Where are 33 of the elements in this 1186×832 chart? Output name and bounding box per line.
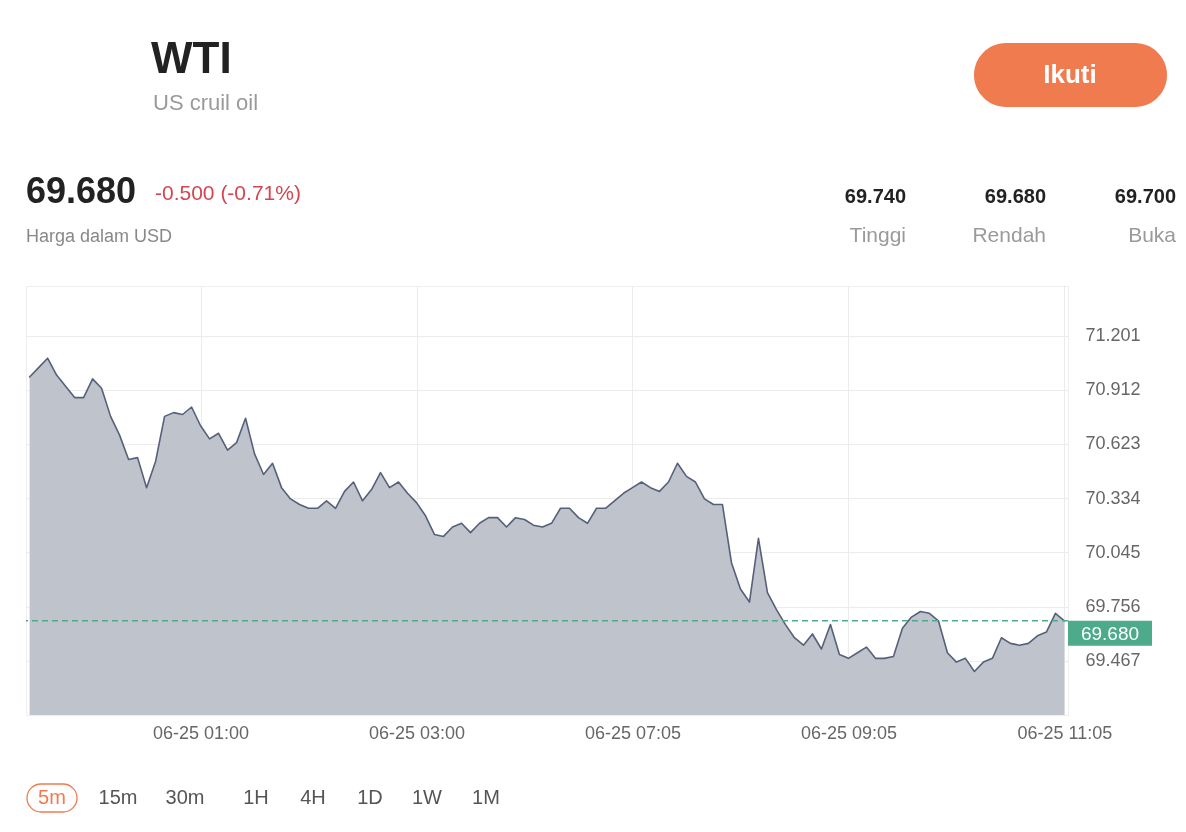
text: 1M bbox=[472, 786, 500, 808]
x-tick-label: 06-25 11:05 bbox=[1017, 722, 1113, 743]
text: 30m bbox=[165, 786, 205, 808]
chart-subtitle: US cruil oil bbox=[153, 90, 259, 115]
text: 1D bbox=[357, 786, 383, 808]
text: 69.700 bbox=[1114, 185, 1176, 207]
y-tick-label: 69.467 bbox=[1085, 650, 1141, 671]
text: Ikuti bbox=[1043, 59, 1097, 89]
y-tick-label: 70.912 bbox=[1085, 379, 1141, 400]
x-tick-label: 06-25 03:00 bbox=[368, 722, 466, 743]
chart-title: WTI bbox=[151, 33, 232, 82]
y-tick-label: 71.201 bbox=[1085, 325, 1141, 346]
text: 69.680 bbox=[984, 185, 1046, 207]
text: 1H bbox=[243, 786, 269, 808]
y-tick-label: 69.756 bbox=[1085, 596, 1141, 617]
text: Rendah bbox=[972, 223, 1046, 246]
x-tick-label: 06-25 01:00 bbox=[153, 722, 250, 743]
y-tick-label: 70.623 bbox=[1085, 433, 1141, 454]
x-tick-label: 06-25 09:05 bbox=[800, 722, 897, 743]
text: Harga dalam USD bbox=[26, 226, 173, 246]
text: 4H bbox=[300, 786, 326, 808]
ref-line-label: 69.680 bbox=[1080, 622, 1140, 644]
text: Buka bbox=[1128, 223, 1177, 246]
text: -0.500 (-0.71%) bbox=[155, 181, 301, 204]
x-tick-label: 06-25 07:05 bbox=[584, 722, 682, 743]
text: 1W bbox=[412, 786, 443, 808]
text: 15m bbox=[98, 786, 138, 808]
text: 69.740 bbox=[844, 185, 906, 207]
y-tick-label: 70.334 bbox=[1085, 487, 1141, 508]
text: Tinggi bbox=[849, 223, 906, 246]
text: 69.680 bbox=[26, 170, 137, 211]
text: 5m bbox=[38, 786, 66, 808]
y-tick-label: 70.045 bbox=[1085, 541, 1141, 562]
